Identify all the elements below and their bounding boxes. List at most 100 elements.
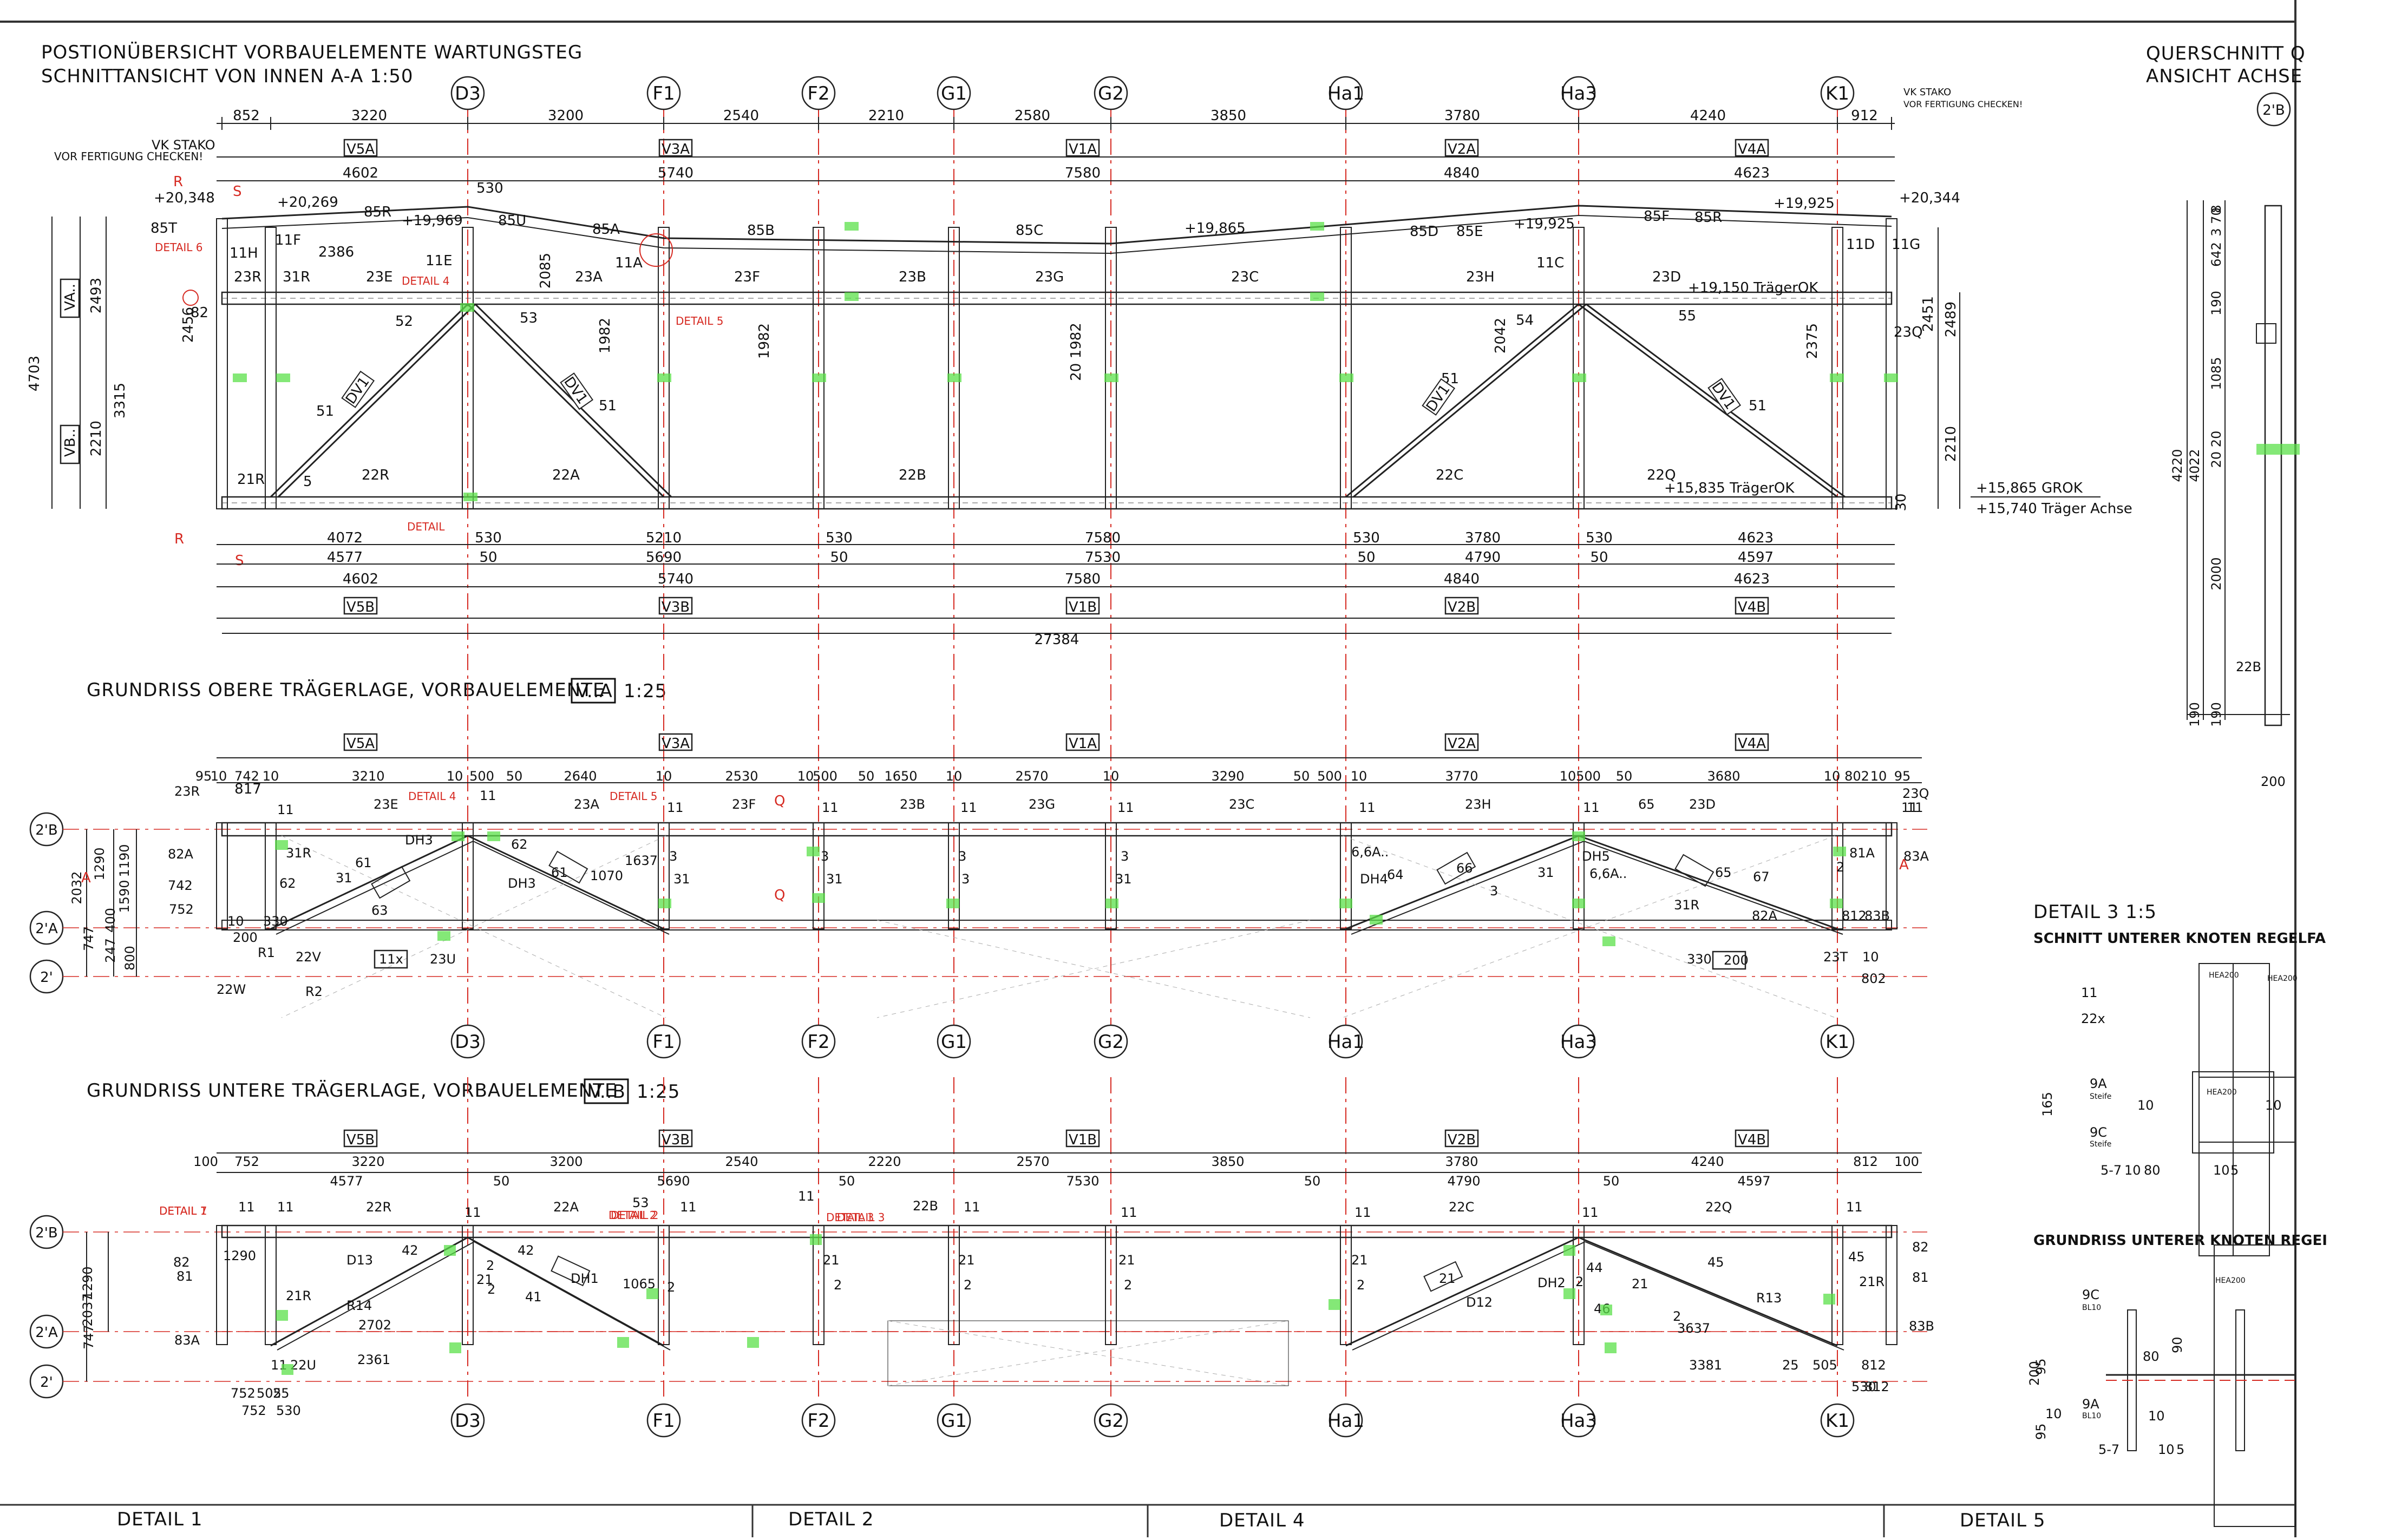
dimension-text: 530	[1353, 530, 1380, 546]
part-label-85c: 85C	[1016, 222, 1043, 239]
plan-upper-label: 11	[1583, 800, 1600, 815]
knot-label: 10	[2148, 1408, 2165, 1424]
detail3-label: 10	[2213, 1163, 2230, 1178]
dimension-text: 10	[211, 769, 227, 784]
plan-lower-label: 11	[1582, 1205, 1599, 1220]
part-label-11e: 11E	[426, 253, 453, 269]
detail-ref: DETAIL 6	[155, 241, 203, 254]
plan-upper-label: 23G	[1029, 797, 1055, 812]
plan-tag-box	[1674, 854, 1715, 887]
detail2-title: DETAIL 2	[788, 1509, 874, 1530]
plan-lower-label: DETAIL 1	[159, 1204, 207, 1217]
dimension-text: 3200	[548, 108, 584, 124]
diagonal-dv1	[277, 303, 476, 498]
plan-upper-label: 31R	[1674, 897, 1699, 913]
part-label-11f: 11F	[275, 232, 301, 248]
plan-lower-label: 21	[958, 1253, 975, 1268]
dimension-text: 3780	[1445, 1154, 1478, 1169]
detail3-label: 10	[2137, 1098, 2154, 1113]
plan-lower-label: 82	[173, 1255, 190, 1270]
top-chord-outline	[221, 205, 1892, 245]
axis-label-bottom: Ha3	[1560, 1410, 1597, 1432]
plan-upper-label: 63	[371, 903, 388, 918]
plan-diagonal	[1345, 835, 1579, 930]
knot-label: 95	[2033, 1358, 2049, 1375]
plan-upper-label: 23B	[900, 797, 925, 812]
part-label-23c: 23C	[1231, 269, 1259, 285]
dimension-text: 500	[469, 769, 494, 784]
dim-misc: 2042	[1493, 318, 1509, 353]
axis-label-bottom: F1	[652, 1410, 675, 1432]
weld-marker	[1339, 899, 1352, 908]
detail3-label: 9C	[2090, 1125, 2107, 1140]
dimension-text: 3850	[1210, 108, 1246, 124]
dimension-text: 2570	[1016, 1154, 1049, 1169]
plan-lower-label: DETAIL 3	[826, 1211, 874, 1224]
note-vk-stako-right: VK STAKO	[1903, 87, 1951, 98]
knot-label: 200	[2027, 1361, 2042, 1386]
weld-marker	[1830, 373, 1844, 382]
part-label-23r: 23R	[234, 269, 261, 285]
plan-upper-label: 10	[227, 914, 244, 929]
dimension-text: 7580	[1085, 530, 1121, 546]
element-label: V2B	[1448, 1132, 1476, 1148]
knot-label: 5	[2176, 1442, 2184, 1457]
weld-marker	[1833, 847, 1846, 856]
plan-lower-label: 25	[1782, 1358, 1799, 1373]
plan-upper-scale: 1:25	[624, 680, 667, 702]
axis-label-mid: Ha3	[1560, 1031, 1597, 1053]
top-chord-outline	[221, 214, 1892, 254]
part-label-54: 54	[1516, 312, 1534, 329]
plan-lower-label: DETAIL 7	[159, 1204, 207, 1217]
note-vor-fertigung: VOR FERTIGUNG CHECKEN!	[54, 150, 203, 163]
part-label-51: 51	[316, 403, 334, 420]
element-box	[658, 733, 693, 751]
dim-left: 3315	[112, 383, 128, 418]
element-label-bottom: V3B	[662, 599, 690, 615]
plan-upper-edge-beam	[221, 822, 1893, 837]
dim-left: 1290	[80, 1266, 95, 1299]
plan-upper-label: 23D	[1689, 797, 1716, 812]
weld-marker	[1105, 899, 1118, 908]
axis-label-mid: F1	[652, 1031, 675, 1053]
dimension-text: 3850	[1211, 1154, 1244, 1169]
plan-lower-title-box-label: V..B	[589, 1081, 626, 1103]
plan-upper-label: 23C	[1229, 797, 1254, 812]
element-label: V1B	[1069, 1132, 1097, 1148]
axis-label-bottom: F2	[807, 1410, 829, 1432]
knot-label: 5-7	[2098, 1442, 2119, 1457]
cross-section-dim: 4022	[2187, 449, 2202, 482]
part-label-23q: 23Q	[1894, 324, 1923, 340]
dimension-text: 4240	[1691, 1154, 1724, 1169]
cross-axis-label: 2'	[40, 1374, 53, 1391]
dimension-text: 3220	[351, 108, 387, 124]
plan-tag-box	[371, 866, 411, 899]
dimension-text: 4240	[1690, 108, 1726, 124]
part-label-22r: 22R	[362, 467, 389, 483]
axis-bubble	[801, 1024, 836, 1059]
dimension-text: 50	[493, 1174, 510, 1189]
weld-marker	[1884, 373, 1898, 382]
axis-bubble	[937, 76, 971, 110]
plan-upper-label: 31	[826, 871, 843, 887]
element-label-bottom: V2B	[1448, 599, 1476, 615]
detail3-label: 5	[2230, 1163, 2239, 1178]
plan-lower-label: 2	[1575, 1274, 1583, 1289]
plan-upper-label: 11	[1117, 800, 1134, 815]
plan-lower-label: 21R	[286, 1288, 311, 1303]
plan-upper-label: 23U	[430, 952, 456, 967]
diagonal-dv1	[1578, 303, 1838, 498]
weld-marker	[1104, 373, 1118, 382]
section-marker: A	[1899, 857, 1909, 873]
element-label-bottom: V4B	[1738, 599, 1766, 615]
plan-upper-crossbeam	[1105, 822, 1117, 929]
dimension-text: 2220	[868, 1154, 901, 1169]
plan-upper-label: R2	[305, 984, 323, 999]
detail-ref: DETAIL 5	[676, 314, 724, 327]
element-box	[1444, 1129, 1479, 1148]
plan-upper-label: 31	[336, 870, 352, 886]
ghost-truss	[887, 1320, 1289, 1386]
dim-misc: 20 1982	[1068, 323, 1084, 381]
weld-marker	[946, 899, 959, 908]
